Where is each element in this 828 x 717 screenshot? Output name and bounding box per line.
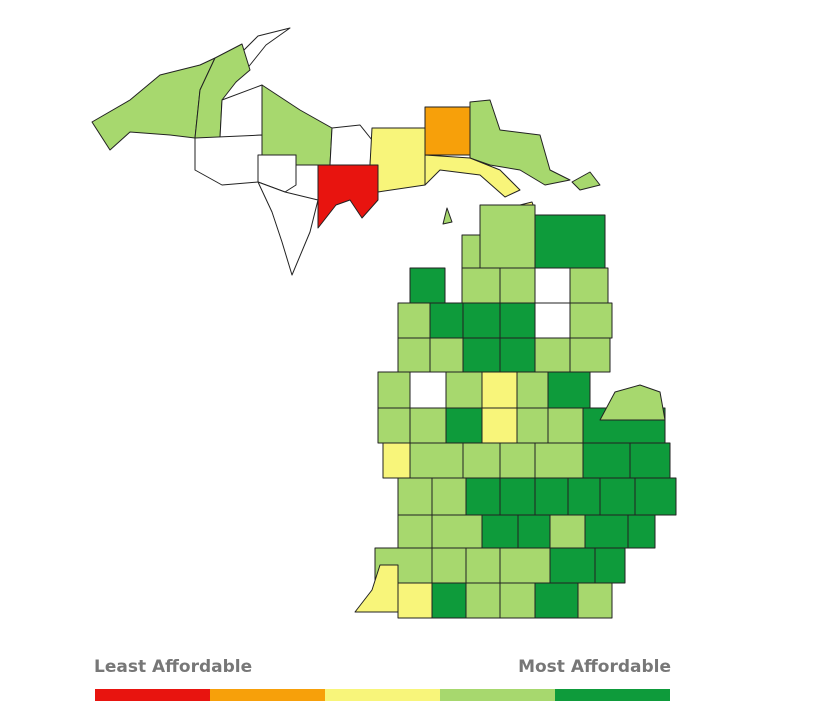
county <box>516 371 549 409</box>
upper-peninsula <box>91 27 601 279</box>
county <box>431 477 467 516</box>
county <box>377 407 411 444</box>
county <box>465 582 501 619</box>
county <box>461 267 501 304</box>
county <box>569 337 611 373</box>
legend-high-label: Most Affordable <box>518 657 671 677</box>
county <box>462 337 501 373</box>
county <box>479 204 536 269</box>
county <box>499 302 536 339</box>
island <box>442 207 453 225</box>
county <box>431 514 483 549</box>
county <box>354 564 399 613</box>
county <box>481 407 518 444</box>
county <box>397 302 431 339</box>
county <box>499 582 536 619</box>
county <box>257 181 319 276</box>
county <box>397 514 433 549</box>
legend-swatch <box>210 689 325 701</box>
county <box>549 514 586 549</box>
lower-peninsula <box>354 204 677 619</box>
county <box>397 477 433 516</box>
county <box>424 106 471 156</box>
county <box>516 407 549 444</box>
legend <box>95 689 670 701</box>
county <box>397 582 433 619</box>
county <box>261 84 333 166</box>
county <box>582 442 631 479</box>
county <box>567 477 601 516</box>
legend-swatch <box>440 689 555 701</box>
county <box>634 477 677 516</box>
county <box>499 547 551 584</box>
county <box>429 302 464 339</box>
county <box>534 582 579 619</box>
county <box>499 442 536 479</box>
county <box>465 477 501 516</box>
county <box>481 371 518 409</box>
county <box>499 477 536 516</box>
county <box>409 267 446 304</box>
county <box>534 442 584 479</box>
county <box>194 134 263 186</box>
county <box>534 214 606 269</box>
legend-swatch <box>555 689 670 701</box>
county <box>377 371 411 409</box>
county <box>599 477 636 516</box>
county <box>462 442 501 479</box>
legend-low-label: Least Affordable <box>94 657 252 677</box>
county <box>499 267 536 304</box>
county <box>594 547 626 584</box>
county <box>547 371 591 409</box>
county <box>424 154 521 198</box>
county <box>431 547 467 584</box>
island <box>571 171 601 191</box>
county <box>317 164 379 229</box>
county <box>257 154 297 193</box>
county <box>499 337 536 373</box>
county <box>409 371 447 409</box>
county <box>481 514 519 549</box>
county <box>534 267 571 304</box>
county <box>629 442 671 479</box>
county <box>627 514 656 549</box>
county <box>584 514 629 549</box>
county <box>469 99 571 186</box>
county <box>445 371 483 409</box>
county <box>465 547 501 584</box>
legend-swatch <box>95 689 210 701</box>
county <box>534 477 569 516</box>
county <box>409 407 447 444</box>
county <box>369 127 426 193</box>
county <box>569 267 609 304</box>
county <box>549 547 596 584</box>
county <box>534 337 571 373</box>
county <box>462 302 501 339</box>
county <box>577 582 613 619</box>
county <box>397 337 431 373</box>
county <box>429 337 464 373</box>
county <box>445 407 483 444</box>
county <box>329 124 373 166</box>
county <box>382 442 411 479</box>
county <box>409 442 464 479</box>
legend-swatch <box>325 689 440 701</box>
county <box>534 302 571 339</box>
county <box>569 302 613 339</box>
county <box>517 514 551 549</box>
county <box>547 407 584 444</box>
county <box>599 384 666 421</box>
county <box>431 582 467 619</box>
